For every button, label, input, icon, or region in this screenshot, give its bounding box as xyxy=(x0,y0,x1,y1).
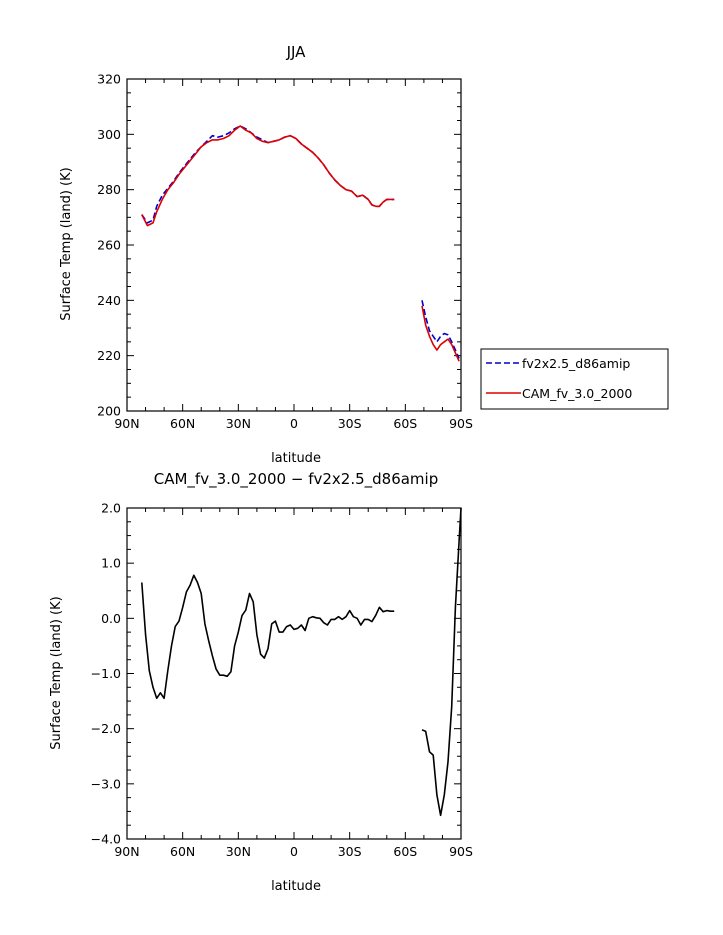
bottom-panel: CAM_fv_3.0_2000 − fv2x2.5_d86amip 90N 60N… xyxy=(49,470,473,894)
bottom-series-1-line-segment-1 xyxy=(141,574,395,700)
bottom-y-tick-label: 1.0 xyxy=(101,556,121,571)
top-x-tick-label: 60N xyxy=(170,416,195,431)
bottom-y-tick-label: 2.0 xyxy=(101,501,121,516)
top-y-tick-label: 220 xyxy=(97,348,121,363)
bottom-series-1-line-segment-2 xyxy=(421,541,460,817)
bottom-y-axis-label: Surface Temp (land) (K) xyxy=(49,596,64,749)
legend-label-series-1: fv2x2.5_d86amip xyxy=(522,356,630,371)
top-y-tick-label: 240 xyxy=(97,293,121,308)
bottom-y-tick-label: −1.0 xyxy=(91,666,121,681)
top-x-tick-label: 90N xyxy=(114,416,139,431)
bottom-chart-title: CAM_fv_3.0_2000 − fv2x2.5_d86amip xyxy=(154,470,439,489)
top-series-2-line-segment-2 xyxy=(421,305,460,362)
top-panel: JJA 90N 60N 30N 0 30S 60S 90S 200 220 240 260 280 30… xyxy=(59,43,473,466)
top-plot-area: 90N 60N 30N 0 30S 60S 90S 200 220 240 260 280 300 320 xyxy=(97,72,473,432)
bottom-x-tick-label: 60N xyxy=(170,844,195,859)
bottom-y-tick-label: 0.0 xyxy=(101,611,121,626)
bottom-x-axis-label: latitude xyxy=(271,879,321,894)
top-series-2-line-segment-1 xyxy=(141,125,395,227)
bottom-y-tick-label: −3.0 xyxy=(91,776,121,791)
top-chart-title: JJA xyxy=(286,43,307,61)
bottom-x-tick-label: 30N xyxy=(226,844,251,859)
top-x-tick-label: 30N xyxy=(226,416,251,431)
top-y-tick-label: 260 xyxy=(97,238,121,253)
top-plot-frame xyxy=(126,78,462,412)
bottom-y-tick-label: −2.0 xyxy=(91,721,121,736)
bottom-x-tick-label: 30S xyxy=(338,844,362,859)
top-y-axis-label: Surface Temp (land) (K) xyxy=(59,167,74,320)
top-y-tick-label: 200 xyxy=(97,404,121,419)
top-x-axis-label: latitude xyxy=(271,451,321,466)
bottom-x-tick-label: 90N xyxy=(114,844,139,859)
top-y-tick-label: 320 xyxy=(97,72,121,87)
top-x-tick-label: 60S xyxy=(393,416,417,431)
legend-box xyxy=(480,348,669,410)
bottom-plot-frame xyxy=(126,507,462,840)
top-x-tick-label: 0 xyxy=(290,416,298,431)
bottom-x-tick-label: 60S xyxy=(393,844,417,859)
bottom-series-1-line-segment-3 xyxy=(458,507,462,542)
top-x-tick-label: 30S xyxy=(338,416,362,431)
top-y-tick-label: 280 xyxy=(97,182,121,197)
bottom-x-tick-label: 0 xyxy=(290,844,298,859)
top-x-tick-label: 90S xyxy=(449,416,473,431)
legend: fv2x2.5_d86amip CAM_fv_3.0_2000 xyxy=(480,348,669,410)
legend-label-series-2: CAM_fv_3.0_2000 xyxy=(522,386,632,401)
bottom-plot-area: 90N 60N 30N 0 30S 60S 90S −4.0 −3.0 −2.0 −1.0 0.0 1.… xyxy=(91,501,473,860)
bottom-x-tick-label: 90S xyxy=(449,844,473,859)
top-y-tick-label: 300 xyxy=(97,127,121,142)
bottom-y-tick-label: −4.0 xyxy=(91,832,121,847)
